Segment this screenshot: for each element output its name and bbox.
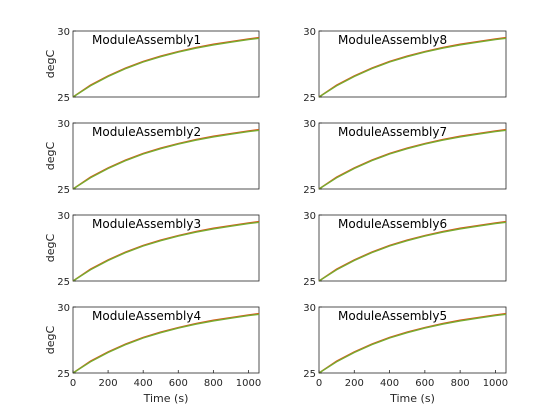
y-tick-label: 25 [303, 185, 316, 196]
y-axis-label: degC [44, 49, 57, 78]
y-tick-label: 30 [57, 303, 70, 314]
series-line-2 [318, 129, 507, 190]
series-line-2 [72, 129, 260, 190]
x-tick-label: 800 [451, 378, 470, 389]
subplot-2: 25 30 ModuleAssembly8 [303, 27, 507, 104]
x-tick-label: 400 [134, 378, 153, 389]
subplot-title: ModuleAssembly3 [92, 217, 201, 231]
subplot-title: ModuleAssembly6 [338, 217, 447, 231]
subplot-title: ModuleAssembly7 [338, 125, 447, 139]
series-line-2 [72, 221, 260, 282]
subplot-title: ModuleAssembly5 [338, 309, 447, 323]
x-axis-label: Time (s) [143, 392, 189, 405]
x-tick-label: 200 [345, 378, 364, 389]
series-line-2 [318, 313, 507, 374]
x-tick-label: 600 [415, 378, 434, 389]
subplot-8: 25 30 0 200 400 600 800 1000 ModuleAssembly5 Time… [303, 303, 508, 405]
subplot-4: 25 30 ModuleAssembly7 [303, 119, 507, 196]
x-tick-label: 200 [99, 378, 118, 389]
series-line-2 [72, 313, 260, 374]
y-tick-label: 25 [57, 277, 70, 288]
y-tick-label: 25 [303, 93, 316, 104]
x-tick-label: 1000 [483, 378, 508, 389]
subplot-3: 25 30 ModuleAssembly2 degC [44, 119, 260, 196]
series-line-2 [318, 221, 507, 282]
y-tick-label: 25 [303, 369, 316, 380]
x-tick-label: 600 [169, 378, 188, 389]
x-axis-label: Time (s) [389, 392, 435, 405]
subplot-7: 25 30 0 200 400 600 800 1000 ModuleAssembly4 degC… [44, 303, 261, 405]
x-tick-label: 0 [316, 378, 322, 389]
y-axis-label: degC [44, 233, 57, 262]
x-tick-label: 0 [70, 378, 76, 389]
y-tick-label: 25 [57, 93, 70, 104]
y-tick-label: 30 [303, 119, 316, 130]
x-tick-label: 1000 [236, 378, 261, 389]
subplot-6: 25 30 ModuleAssembly6 [303, 211, 507, 288]
x-tick-label: 800 [204, 378, 223, 389]
series-line-2 [318, 37, 507, 98]
y-tick-label: 30 [57, 211, 70, 222]
y-tick-label: 30 [303, 27, 316, 38]
y-axis-label: degC [44, 325, 57, 354]
y-tick-label: 30 [57, 27, 70, 38]
subplot-title: ModuleAssembly4 [92, 309, 201, 323]
y-axis-label: degC [44, 141, 57, 170]
subplot-title: ModuleAssembly2 [92, 125, 201, 139]
y-tick-label: 30 [303, 303, 316, 314]
subplot-1: 25 30 ModuleAssembly1 degC [44, 27, 260, 104]
y-tick-label: 25 [57, 369, 70, 380]
x-tick-label: 400 [380, 378, 399, 389]
axes-box [318, 30, 507, 98]
y-tick-label: 30 [57, 119, 70, 130]
y-tick-label: 30 [303, 211, 316, 222]
y-tick-label: 25 [303, 277, 316, 288]
subplot-5: 25 30 ModuleAssembly3 degC [44, 211, 260, 288]
subplot-title: ModuleAssembly8 [338, 33, 447, 47]
series-line-2 [72, 37, 260, 98]
y-tick-label: 25 [57, 185, 70, 196]
subplot-title: ModuleAssembly1 [92, 33, 201, 47]
